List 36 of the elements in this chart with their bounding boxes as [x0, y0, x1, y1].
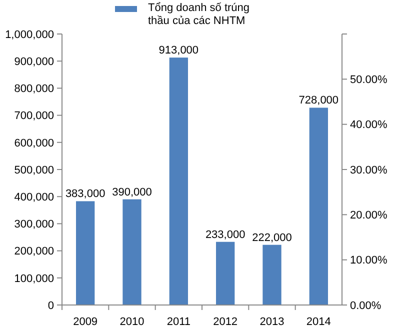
x-tick-label: 2012: [213, 316, 238, 328]
y2-tick-label: 20.00%: [350, 210, 388, 222]
bar: [169, 58, 188, 305]
y-tick-label: 1,000,000: [5, 28, 54, 41]
x-tick-label: 2011: [166, 316, 190, 328]
y-tick-label: 100,000: [14, 272, 54, 285]
data-label: 383,000: [65, 188, 106, 200]
y-tick-label: 700,000: [14, 110, 54, 122]
y2-tick-label: 10.00%: [350, 254, 388, 267]
y-tick-label: 900,000: [14, 56, 54, 68]
x-tick-label: 2013: [260, 316, 284, 328]
bar: [76, 201, 95, 305]
y2-tick-label: 0.00%: [350, 300, 382, 312]
x-tick-label: 2010: [120, 316, 144, 328]
bar: [122, 199, 142, 305]
data-label: 390,000: [112, 186, 152, 198]
y-tick-label: 800,000: [14, 83, 54, 96]
y-tick-label: 500,000: [14, 164, 54, 176]
y2-tick-label: 50.00%: [350, 74, 388, 86]
bar: [309, 108, 328, 305]
data-label: 913,000: [158, 44, 199, 57]
y-tick-label: 300,000: [14, 218, 54, 231]
legend-label: Tổng doanh số trúng thầu của các NHTM: [148, 2, 250, 27]
x-tick-label: 2014: [306, 316, 331, 328]
data-label: 233,000: [205, 228, 246, 241]
bar: [216, 242, 235, 305]
y-tick-label: 200,000: [14, 246, 54, 258]
data-label: 728,000: [298, 94, 339, 107]
x-tick-label: 2009: [73, 316, 98, 328]
bar: [262, 244, 282, 305]
y2-tick-label: 30.00%: [350, 164, 388, 176]
y-tick-label: 0: [48, 300, 54, 312]
y-tick-label: 400,000: [14, 191, 54, 204]
y2-tick-label: 40.00%: [350, 119, 388, 132]
y-tick-label: 600,000: [14, 137, 54, 150]
data-label: 222,000: [252, 232, 292, 244]
